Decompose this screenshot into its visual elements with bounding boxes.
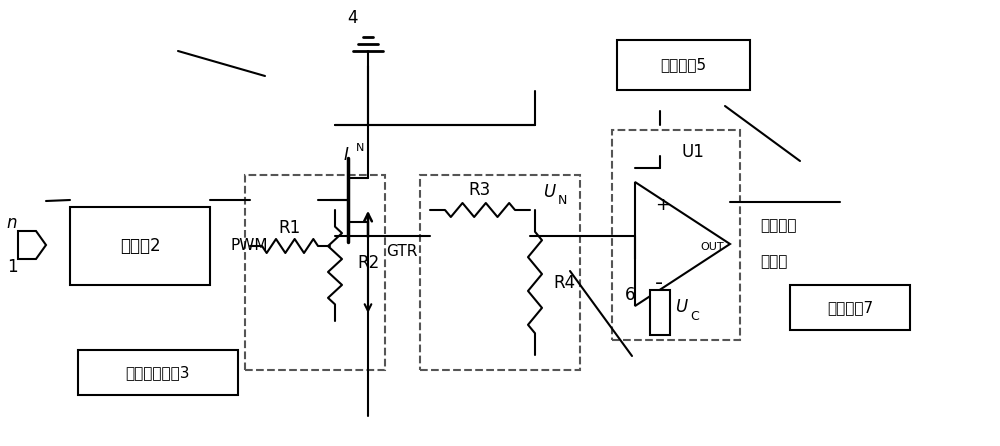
Text: U1: U1	[681, 143, 704, 161]
Text: 功率输出: 功率输出	[760, 219, 796, 234]
Bar	[78, 350, 238, 395]
Text: 分压电路5: 分压电路5	[660, 58, 707, 73]
Bar	[612, 130, 740, 340]
Bar	[650, 290, 670, 335]
Text: N: N	[558, 194, 567, 206]
Text: 封锁端: 封锁端	[760, 255, 787, 269]
Text: GTR: GTR	[386, 244, 417, 259]
Text: 4: 4	[348, 9, 358, 27]
Text: 比较电路7: 比较电路7	[827, 300, 873, 315]
Text: I: I	[343, 146, 348, 164]
Text: R3: R3	[469, 181, 491, 199]
Text: -: -	[655, 273, 663, 293]
Text: 控制器2: 控制器2	[120, 237, 160, 255]
Bar	[245, 175, 385, 370]
Text: R2: R2	[357, 254, 379, 272]
Text: N: N	[356, 143, 364, 153]
Text: R4: R4	[553, 273, 575, 292]
Bar	[70, 207, 210, 285]
Text: C: C	[690, 310, 699, 323]
Bar	[617, 40, 750, 90]
Bar	[790, 285, 910, 330]
Text: n: n	[7, 214, 17, 232]
Text: R1: R1	[279, 219, 301, 237]
Text: +: +	[655, 196, 670, 214]
Text: U: U	[543, 183, 555, 201]
Text: OUT: OUT	[700, 242, 724, 252]
Bar	[420, 175, 580, 370]
Text: 1: 1	[7, 258, 17, 276]
Text: 电阻调节电路3: 电阻调节电路3	[126, 365, 190, 380]
Text: U: U	[675, 298, 687, 316]
Text: 6: 6	[624, 286, 635, 304]
Text: PWM: PWM	[230, 239, 268, 253]
